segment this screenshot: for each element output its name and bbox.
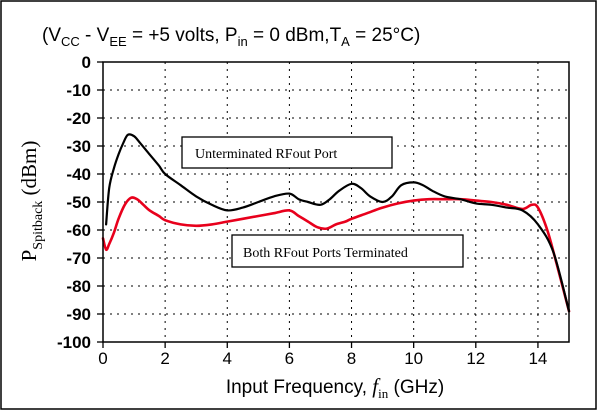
x-axis-label-f-sub: in: [378, 386, 389, 401]
title-part-open: (V: [42, 25, 61, 46]
y-axis-label-p: P: [17, 250, 41, 262]
y-tick-label: -90: [66, 305, 91, 324]
x-tick-label: 12: [466, 349, 485, 368]
series-line-unterminated: [105, 133, 571, 313]
x-tick-label: 0: [98, 349, 107, 368]
grid: [103, 62, 569, 342]
x-tick-label: 8: [347, 349, 356, 368]
annotation-unterminated-label: Unterminated RFout Port: [195, 147, 337, 162]
x-tick-label: 10: [404, 349, 423, 368]
title-ta-sub: A: [341, 34, 350, 49]
series-layer: [101, 133, 571, 313]
y-tick-label: -30: [66, 137, 91, 156]
y-tick-label: -60: [66, 221, 91, 240]
annotation-unterminated-box: [181, 136, 393, 169]
chart-title: (VCC - VEE = +5 volts, Pin = 0 dBm,TA = …: [42, 25, 420, 49]
title-vee-sub: EE: [109, 34, 127, 49]
y-tick-label: -50: [66, 193, 91, 212]
annotation-unterminated: Unterminated RFout Port: [181, 136, 393, 169]
series-line-terminated: [101, 196, 571, 313]
y-tick-label: 0: [82, 53, 91, 72]
title-part-eq2: = 0 dBm,T: [248, 25, 342, 46]
y-tick-label: -70: [66, 249, 91, 268]
title-pin-sub: in: [238, 34, 248, 49]
y-tick-label: -20: [66, 109, 91, 128]
title-part-eq: = +5 volts, P: [127, 25, 238, 46]
y-tick-labels: 0 -10 -20 -30 -40 -50 -60 -70 -80 -90 -100: [57, 53, 91, 352]
title-part-minus: - V: [80, 25, 110, 46]
x-axis-label: Input Frequency, fin (GHz): [226, 374, 444, 401]
y-axis-label-sub: Spitback: [31, 201, 46, 250]
y-axis-label: PSpitback (dBm): [17, 141, 46, 262]
title-part-tail: = 25°C): [350, 25, 420, 46]
y-axis-label-unit: (dBm): [17, 141, 41, 201]
x-tick-label: 4: [223, 349, 232, 368]
x-tick-label: 2: [160, 349, 169, 368]
y-tick-label: -40: [66, 165, 91, 184]
x-tick-labels: 0 2 4 6 8 10 12 14: [98, 349, 547, 368]
annotation-terminated: Both RFout Ports Terminated: [231, 234, 464, 268]
x-axis-label-f: f: [372, 374, 381, 398]
x-axis-label-unit: (GHz): [388, 377, 444, 398]
title-vcc-sub: CC: [61, 34, 80, 49]
annotation-terminated-box: [231, 234, 464, 268]
y-tick-label: -10: [66, 81, 91, 100]
x-axis-label-text: Input Frequency,: [226, 377, 372, 398]
y-tick-label: -80: [66, 277, 91, 296]
x-tick-label: 14: [528, 349, 547, 368]
x-tick-label: 6: [285, 349, 294, 368]
ticks: [97, 61, 539, 348]
annotation-terminated-label: Both RFout Ports Terminated: [243, 246, 408, 261]
y-tick-label: -100: [57, 333, 91, 352]
